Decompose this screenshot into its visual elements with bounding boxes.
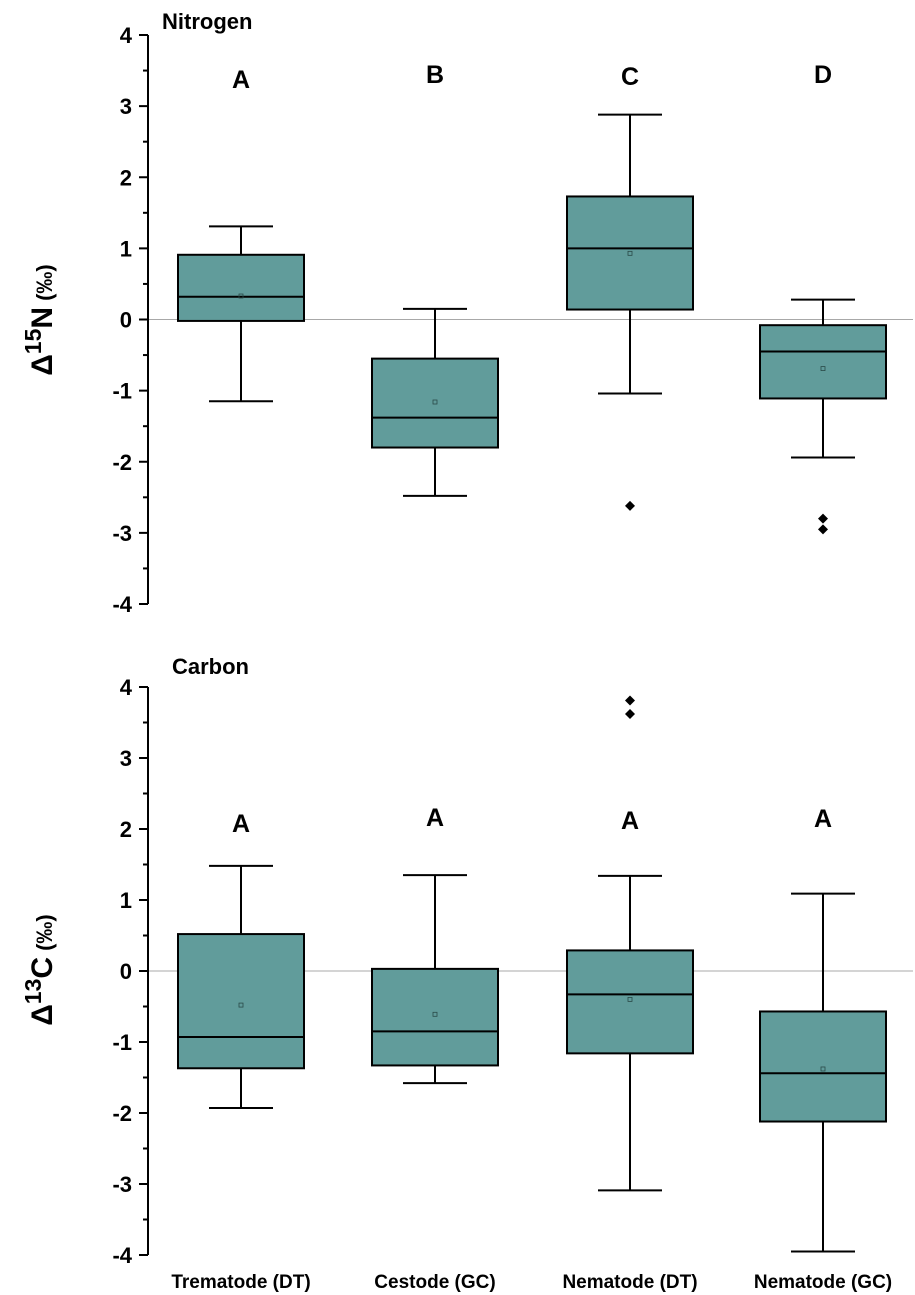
panel-1-box-1-group-letter: A [232, 66, 250, 94]
panel-1-box-3-outlier-point [625, 500, 635, 511]
panel-1-y-axis-label: Δ15N(‰) [20, 264, 59, 375]
panel-1-box-2-iqr-box [371, 357, 499, 449]
x-category-label: Nematode (GC) [754, 1272, 892, 1293]
panel-1-box-1-mean-marker [238, 293, 244, 299]
panel-2-box-3-outlier-point [625, 695, 635, 706]
panel-2-box-3-outlier-point [625, 708, 635, 719]
panel-1-box-3-iqr-box [566, 195, 694, 311]
x-category-label: Cestode (GC) [374, 1272, 495, 1293]
panel-2-box-4-iqr-box [759, 1010, 887, 1123]
panel-2-y-tick-label: 1 [120, 888, 132, 913]
panel-1-y-tick-label: 4 [120, 23, 133, 48]
panel-2-y-tick-label: -1 [112, 1030, 132, 1055]
panel-1-box-4-iqr-box [759, 324, 887, 400]
panel-2-box-2-iqr-box [371, 967, 499, 1067]
panel-2-box-3-group-letter: A [621, 807, 639, 835]
panel-2-box-1-group-letter: A [232, 810, 250, 838]
panel-2-y-tick-label: 2 [120, 817, 132, 842]
panel-1-y-tick-label: 0 [120, 308, 132, 333]
panel-2-box-1-mean-marker [238, 1002, 244, 1008]
panel-2-box-4-group-letter: A [814, 805, 832, 833]
panel-1-box-3-mean-marker [627, 250, 633, 256]
x-category-label: Nematode (DT) [562, 1272, 697, 1293]
panel-1-box-1-iqr-box [177, 253, 305, 322]
panel-1-y-tick-label: -2 [112, 450, 132, 475]
panel-1-box-3-group-letter: C [621, 63, 639, 91]
panel-1-y-tick-label: 2 [120, 165, 132, 190]
panel-2-y-tick-label: 0 [120, 959, 132, 984]
panel-1-box-2-group-letter: B [426, 61, 444, 89]
panel-2-box-1-iqr-box [177, 933, 305, 1070]
panel-2-box-2-mean-marker [432, 1011, 438, 1017]
panel-1-box-4-group-letter: D [814, 61, 832, 89]
x-category-label: Trematode (DT) [171, 1272, 310, 1293]
panel-1-y-tick-label: -4 [112, 592, 132, 617]
panel-1-box-4-outlier-point [818, 524, 828, 535]
panel-2-y-tick-label: 3 [120, 746, 132, 771]
panel-1-box-4-outlier-point [818, 513, 828, 524]
panel-2-box-3-iqr-box [566, 949, 694, 1055]
panel-1-y-tick-label: 1 [120, 236, 132, 261]
panel-1-y-tick-label: -1 [112, 379, 132, 404]
panel-2-y-axis-label: Δ13C(‰) [20, 914, 59, 1025]
panel-2-y-tick-label: -2 [112, 1101, 132, 1126]
panel-2-title: Carbon [172, 654, 249, 679]
panel-2-y-tick-label: 4 [120, 675, 133, 700]
panel-1-y-tick-label: -3 [112, 521, 132, 546]
panel-2-box-2-group-letter: A [426, 804, 444, 832]
panel-2-box-4-mean-marker [820, 1066, 826, 1072]
panel-1-box-2-mean-marker [432, 399, 438, 405]
panel-2-box-3-mean-marker [627, 997, 633, 1002]
panel-1-title: Nitrogen [162, 9, 252, 34]
panel-2-y-tick-label: -4 [112, 1243, 132, 1268]
panel-2-y-tick-label: -3 [112, 1172, 132, 1197]
panel-1-box-4-mean-marker [820, 366, 826, 371]
panel-1-y-tick-label: 3 [120, 94, 132, 119]
